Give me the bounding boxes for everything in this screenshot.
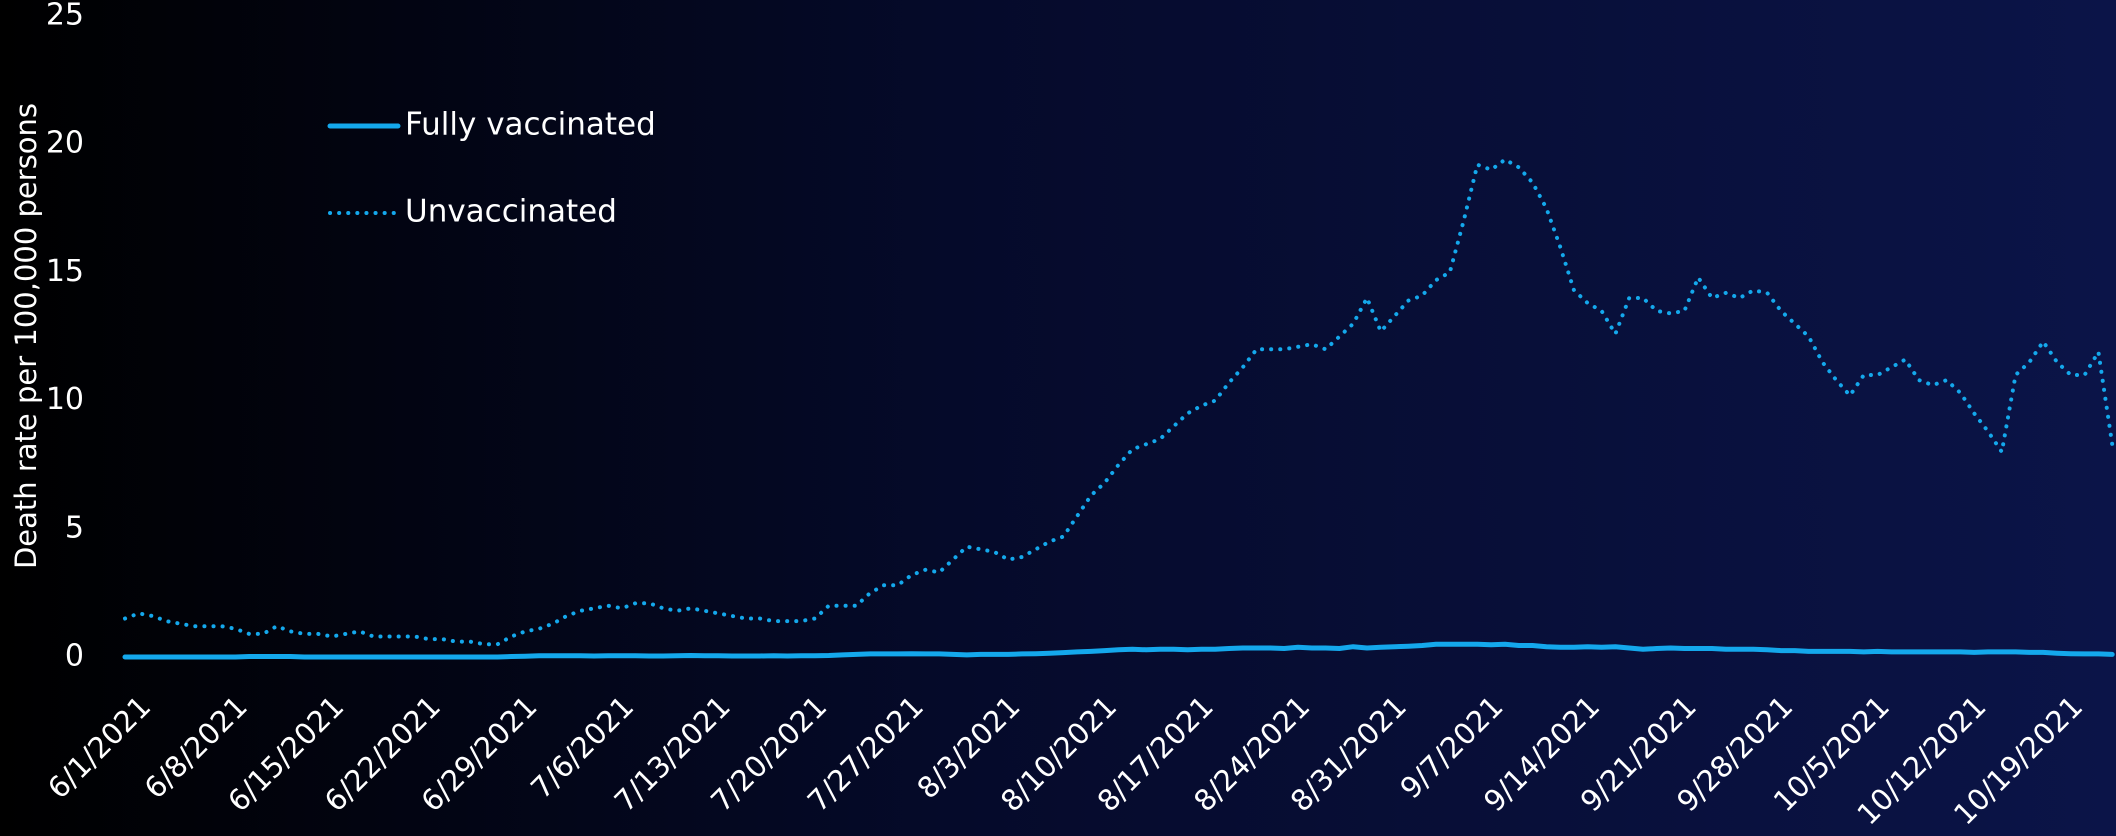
y-tick-label: 25: [46, 0, 84, 33]
y-tick-label: 10: [46, 382, 84, 417]
y-axis-title: Death rate per 100,000 persons: [9, 103, 43, 569]
series-line: [123, 157, 2115, 647]
y-tick-label: 0: [65, 639, 84, 674]
legend-label: Unvaccinated: [405, 194, 617, 230]
y-tick-label: 15: [46, 254, 84, 289]
legend-label: Fully vaccinated: [405, 107, 656, 143]
y-tick-label: 5: [65, 510, 84, 545]
series-line: [122, 641, 2115, 660]
y-tick-label: 20: [46, 126, 84, 161]
